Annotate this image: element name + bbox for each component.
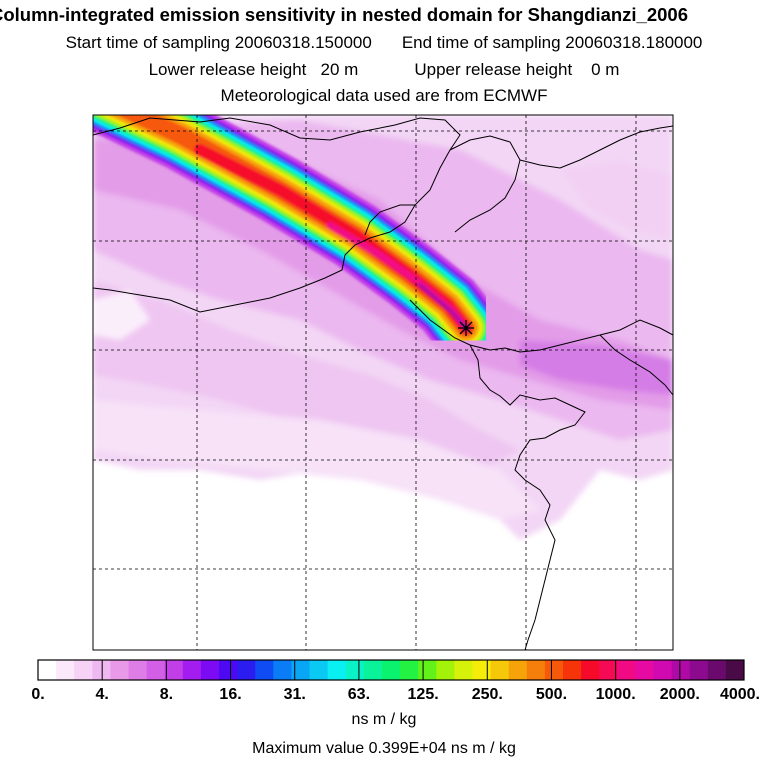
colorbar-segment xyxy=(182,660,202,680)
colorbar-border xyxy=(37,659,745,681)
colorbar-segment xyxy=(707,660,727,680)
colorbar-tick-label: 8. xyxy=(160,686,173,703)
colorbar-segment xyxy=(74,660,93,680)
colorbar-segment xyxy=(653,660,673,680)
colorbar-segment xyxy=(345,660,365,680)
colorbar-segment xyxy=(544,660,564,680)
colorbar-segment xyxy=(273,660,292,680)
release-heights: Lower release height 20 m Upper release h… xyxy=(0,61,768,78)
coastlines xyxy=(93,117,673,650)
star-icon xyxy=(458,320,474,336)
meteorology-source: Meteorological data used are from ECMWF xyxy=(220,86,548,105)
lower-release-label: Lower release height 20 m xyxy=(148,60,359,79)
colorbar-tick-label: 4. xyxy=(96,686,109,703)
colorbar-segment xyxy=(92,660,111,680)
chart-title: Column-integrated emission sensitivity i… xyxy=(0,4,689,25)
colorbar-segment xyxy=(617,660,636,680)
colorbar-segment xyxy=(508,660,528,680)
colorbar-segment xyxy=(38,660,57,680)
colorbar-segment xyxy=(454,660,473,680)
colorbar-segment xyxy=(200,660,220,680)
colorbar-segment xyxy=(490,660,510,680)
plume xyxy=(93,115,501,363)
colorbar-segment xyxy=(418,660,437,680)
colorbar-tick-label: 500. xyxy=(536,686,567,703)
colorbar-tick-label: 2000. xyxy=(660,686,700,703)
colorbar-segment xyxy=(255,660,274,680)
maximum-value-label: Maximum value 0.399E+04 ns m / kg xyxy=(252,740,516,757)
map-frame xyxy=(92,114,674,651)
colorbar-tick-label: 0. xyxy=(31,686,44,703)
colorbar-units-label: ns m / kg xyxy=(351,711,417,728)
colorbar-segment xyxy=(291,660,311,680)
colorbar-segment xyxy=(56,660,75,680)
colorbar-segment xyxy=(526,660,546,680)
colorbar-segment xyxy=(237,660,256,680)
colorbar-segment xyxy=(309,660,329,680)
colorbar-segment xyxy=(581,660,600,680)
colorbar-segment xyxy=(436,660,455,680)
sampling-start-label: Start time of sampling 20060318.150000 xyxy=(65,33,372,52)
colorbar-segment xyxy=(689,660,709,680)
sampling-end-label: End time of sampling 20060318.180000 xyxy=(401,33,703,52)
colorbar-segment xyxy=(363,660,383,680)
colorbar-segment xyxy=(327,660,347,680)
colorbar-segment xyxy=(110,660,130,680)
colorbar-segment xyxy=(725,660,745,680)
colorbar-tick-label: 250. xyxy=(472,686,503,703)
colorbar-tick-label: 63. xyxy=(348,686,370,703)
grid-lines xyxy=(93,115,673,650)
colorbar-tick-label: 4000. xyxy=(720,686,760,703)
colorbar-segment xyxy=(599,660,618,680)
colorbar xyxy=(37,659,745,681)
colorbar-segment xyxy=(635,660,654,680)
colorbar-tick-labels: 0. 4. 8. 16. 31. 63. 125. 250. 500. 1000. 2000. 400… xyxy=(31,686,760,703)
colorbar-tick-label: 16. xyxy=(219,686,241,703)
colorbar-segment xyxy=(219,660,238,680)
colorbar-tick-label: 125. xyxy=(408,686,439,703)
colorbar-segment xyxy=(164,660,184,680)
colorbar-segment xyxy=(128,660,148,680)
colorbar-segment xyxy=(146,660,166,680)
colorbar-segment xyxy=(671,660,691,680)
colorbar-segment xyxy=(400,660,419,680)
colorbar-segment xyxy=(562,660,582,680)
sampling-times: Start time of sampling 20060318.150000 En… xyxy=(0,34,768,51)
colorbar-tick-label: 1000. xyxy=(596,686,636,703)
upper-release-label: Upper release height 0 m xyxy=(414,60,620,79)
colorbar-segment xyxy=(381,660,401,680)
colorbar-segment xyxy=(472,660,492,680)
colorbar-tick-label: 31. xyxy=(284,686,306,703)
map-content xyxy=(93,115,673,650)
